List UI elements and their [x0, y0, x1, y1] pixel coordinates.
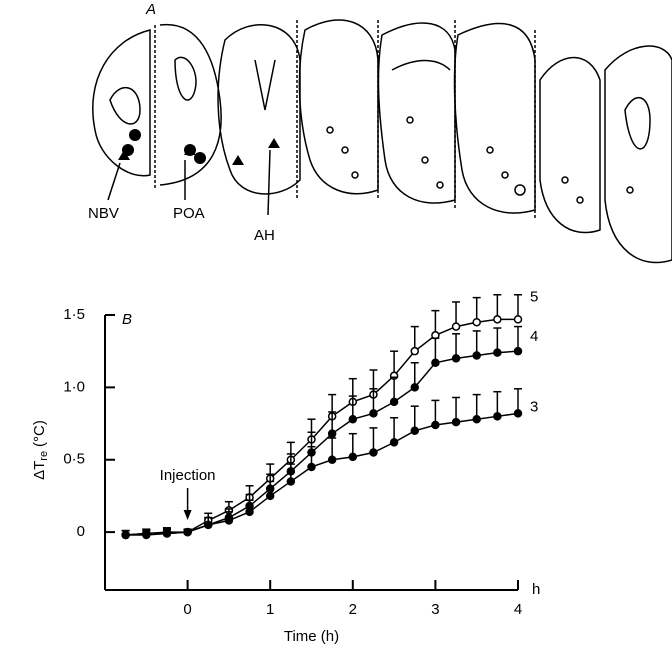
x-tick-label: 0 — [183, 601, 191, 618]
data-point — [162, 529, 172, 538]
series-label: 3 — [530, 398, 538, 415]
data-point — [286, 477, 296, 486]
y-axis-title: ΔTre (°C) — [31, 420, 50, 480]
data-point — [472, 351, 481, 360]
section-outline — [92, 29, 151, 177]
data-point — [493, 315, 502, 324]
section-outline — [298, 19, 379, 195]
data-point — [121, 530, 130, 540]
data-point — [369, 409, 378, 418]
section-outline — [604, 45, 672, 264]
x-axis-title: Time (h) — [284, 628, 339, 645]
region-label: NBV — [88, 205, 119, 222]
data-point — [245, 507, 254, 517]
panel-label: A — [145, 1, 156, 18]
pointer — [267, 149, 271, 216]
series-line — [125, 318, 518, 536]
data-point — [204, 520, 213, 530]
data-point — [183, 527, 192, 537]
data-point — [265, 491, 275, 501]
data-point — [513, 346, 523, 356]
data-point — [451, 417, 461, 427]
section-outline — [217, 24, 301, 195]
site-symbols — [118, 116, 634, 204]
annotation-arrowhead — [183, 510, 192, 520]
section-outline — [377, 22, 456, 204]
y-tick-label: 0 — [77, 523, 85, 540]
data-point — [327, 429, 337, 438]
x-tick-label: 4 — [514, 601, 522, 618]
data-point — [472, 317, 481, 327]
x-tick-label: 1 — [266, 601, 274, 618]
region-label: POA — [173, 205, 205, 222]
region-label: AH — [254, 227, 275, 244]
data-point — [410, 346, 419, 356]
series-line — [125, 350, 519, 536]
annotation: Injection — [160, 467, 216, 484]
panel-label: B — [122, 311, 132, 328]
data-point — [307, 462, 316, 472]
y-axis-title-part: re — [38, 451, 50, 461]
data-point — [431, 358, 440, 368]
data-point — [389, 397, 399, 407]
data-point — [493, 348, 502, 357]
pointer — [107, 162, 121, 201]
y-tick-label: 1·5 — [63, 306, 85, 323]
data-point — [513, 315, 523, 324]
data-point — [348, 414, 358, 424]
data-point — [410, 383, 419, 392]
series-label: 5 — [530, 288, 538, 305]
section-outline — [539, 56, 601, 234]
data-point — [348, 452, 358, 462]
section-outline — [453, 22, 536, 214]
data-point — [389, 438, 399, 447]
data-point — [431, 420, 440, 430]
section-outline — [159, 23, 222, 186]
data-point — [369, 448, 378, 457]
data-point — [224, 516, 234, 525]
y-tick-label: 1·0 — [63, 378, 85, 395]
data-point — [142, 530, 151, 540]
data-point — [451, 354, 461, 363]
data-point — [513, 409, 523, 418]
data-point — [451, 322, 461, 331]
y-axis-title-part: (°C) — [31, 420, 48, 447]
panel-a: A NBV POA AH — [88, 1, 672, 264]
x-unit: h — [532, 581, 540, 598]
data-point — [493, 412, 502, 421]
data-point — [410, 426, 419, 436]
x-tick-label: 3 — [431, 601, 439, 618]
y-tick-label: 0·5 — [63, 451, 85, 468]
x-tick-label: 2 — [349, 601, 357, 618]
y-axis-title-part: ΔT — [31, 461, 48, 480]
data-point — [327, 455, 337, 464]
data-point — [472, 414, 481, 424]
series-label: 4 — [530, 328, 538, 345]
